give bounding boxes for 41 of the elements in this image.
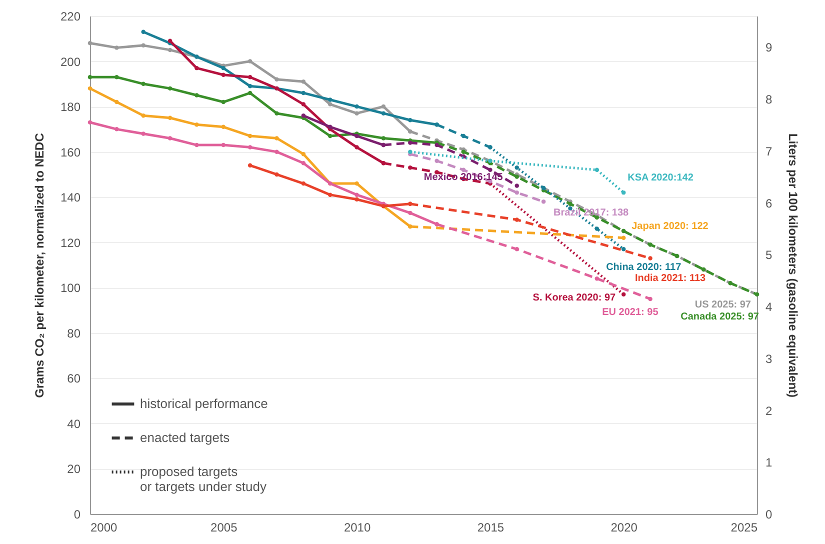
y2-tick-label: 8 (766, 92, 772, 106)
annotation: China 2020: 117 (606, 262, 682, 274)
annotation: S. Korea 2020: 97 (532, 292, 616, 304)
y-tick-label: 180 (60, 100, 81, 114)
y2-tick-label: 4 (766, 300, 772, 314)
y2-tick-label: 6 (766, 196, 772, 210)
y2-tick-label: 9 (766, 40, 772, 55)
y2-tick-label: 3 (766, 352, 772, 366)
y-tick-label: 40 (67, 416, 81, 431)
y-tick-label: 200 (60, 54, 81, 69)
y2-tick-label: 1 (766, 456, 772, 470)
annotation: EU 2021: 95 (602, 306, 659, 318)
annotation: KSA 2020:142 (628, 172, 694, 184)
y2-tick-label: 5 (766, 248, 772, 262)
annotation: US 2025: 97 (694, 299, 752, 310)
y-tick-label: 160 (60, 145, 81, 160)
x-tick-label: 2000 (90, 520, 118, 534)
y-tick-label: 80 (67, 326, 81, 340)
x-tick-label: 2015 (477, 520, 504, 534)
y-tick-label: 140 (60, 190, 81, 205)
y2-tick-label: 7 (766, 144, 772, 158)
y2-tick-label: 0 (766, 508, 772, 522)
y-tick-label: 220 (60, 10, 81, 24)
y-tick-label: 100 (60, 281, 81, 296)
y-tick-label: 0 (74, 508, 81, 522)
annotation: India 2021: 113 (634, 273, 706, 284)
x-tick-label: 2025 (730, 520, 758, 534)
y2-tick-label: 2 (766, 404, 772, 418)
y-axis-title: Grams CO₂ per kilometer, normalized to NEDC (32, 132, 46, 398)
annotation: proposed targets or targets under study (140, 464, 267, 494)
y-tick-label: 60 (67, 372, 81, 386)
y-tick-label: 120 (60, 236, 81, 250)
annotation: Canada 2025: 97 (680, 311, 760, 322)
x-tick-label: 2010 (344, 520, 371, 534)
x-tick-label: 2020 (610, 520, 638, 534)
x-tick-label: 2005 (210, 520, 238, 534)
annotation: Japan 2020: 122 (632, 220, 709, 232)
y-tick-label: 20 (67, 462, 81, 476)
y2-axis-title: Liters per 100 kilometers (gasoline equivalent) (786, 133, 800, 398)
annotation: enacted targets (140, 430, 230, 445)
annotation: historical performance (140, 396, 268, 411)
